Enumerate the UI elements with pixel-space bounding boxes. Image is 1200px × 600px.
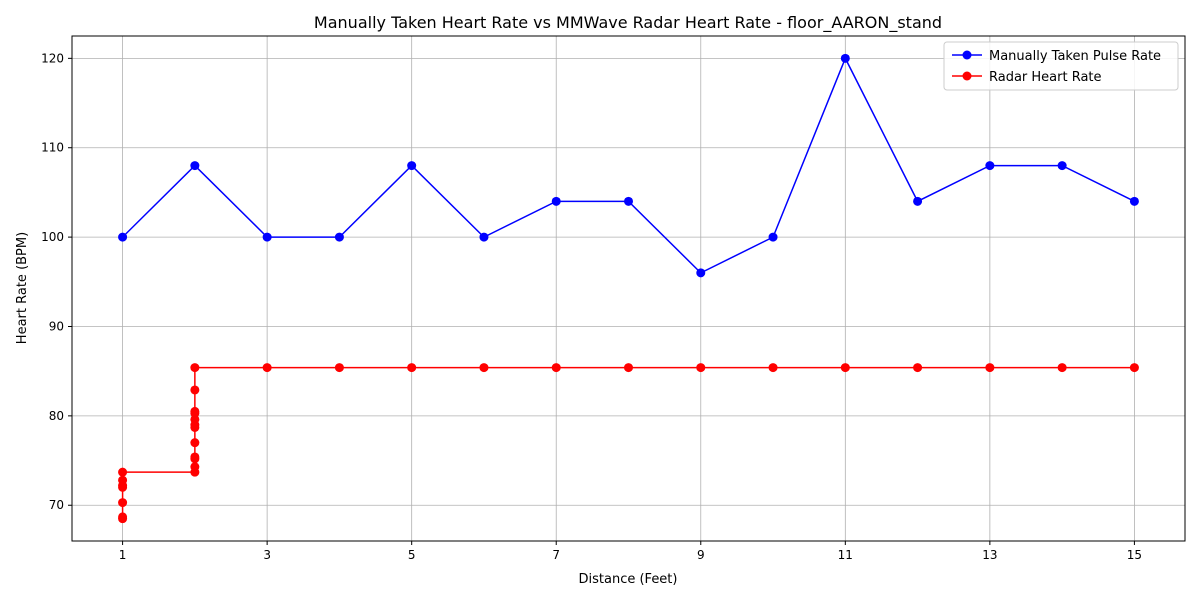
data-point bbox=[624, 196, 633, 206]
data-point bbox=[479, 232, 489, 242]
data-point bbox=[551, 196, 561, 206]
data-point bbox=[479, 363, 489, 373]
data-point bbox=[985, 161, 995, 171]
data-point bbox=[118, 467, 128, 477]
data-point bbox=[334, 363, 344, 373]
x-tick-label: 15 bbox=[1127, 548, 1142, 562]
x-axis-label: Distance (Feet) bbox=[579, 572, 678, 587]
y-tick-label: 120 bbox=[41, 51, 64, 65]
x-tick-label: 13 bbox=[982, 548, 997, 562]
data-point bbox=[840, 53, 850, 63]
data-point bbox=[913, 363, 923, 373]
data-point bbox=[190, 363, 200, 373]
series-line-0 bbox=[122, 56, 1135, 274]
chart-title: Manually Taken Heart Rate vs MMWave Rada… bbox=[314, 13, 942, 33]
data-point bbox=[624, 363, 633, 373]
data-point bbox=[334, 232, 344, 242]
data-point bbox=[190, 462, 200, 472]
data-point bbox=[407, 161, 417, 171]
data-point bbox=[190, 414, 200, 424]
y-tick-label: 70 bbox=[49, 498, 64, 512]
x-tick-label: 7 bbox=[552, 548, 560, 562]
data-point bbox=[190, 452, 200, 462]
data-point bbox=[551, 363, 561, 373]
legend-label-radar: Radar Heart Rate bbox=[989, 70, 1102, 85]
y-tick-label: 100 bbox=[41, 230, 64, 244]
data-point bbox=[696, 363, 706, 373]
grid bbox=[72, 36, 1185, 541]
data-point bbox=[1057, 161, 1067, 171]
data-point bbox=[118, 475, 128, 485]
data-point bbox=[1129, 196, 1139, 206]
x-tick-label: 9 bbox=[697, 548, 705, 562]
x-tick-label: 11 bbox=[838, 548, 853, 562]
data-point bbox=[190, 161, 200, 171]
y-tick-label: 110 bbox=[41, 141, 64, 155]
x-tick-label: 5 bbox=[408, 548, 416, 562]
series-layer bbox=[118, 53, 1139, 524]
y-tick-label: 90 bbox=[49, 319, 64, 333]
x-tick-label: 1 bbox=[119, 548, 127, 562]
legend-label-manual: Manually Taken Pulse Rate bbox=[989, 49, 1161, 64]
data-point bbox=[696, 268, 706, 278]
data-point bbox=[985, 363, 995, 373]
data-point bbox=[190, 438, 200, 448]
data-point bbox=[118, 232, 128, 242]
data-point bbox=[118, 498, 128, 508]
data-point bbox=[913, 196, 923, 206]
data-point bbox=[1057, 363, 1067, 373]
series-line-1 bbox=[121, 366, 1135, 519]
data-point bbox=[190, 406, 200, 416]
y-axis-label: Heart Rate (BPM) bbox=[15, 232, 30, 344]
data-point bbox=[262, 363, 272, 373]
data-point bbox=[1129, 363, 1139, 373]
plot-frame bbox=[71, 35, 1186, 542]
legend-marker-radar bbox=[962, 71, 972, 81]
data-point bbox=[262, 232, 272, 242]
data-point bbox=[190, 385, 200, 395]
legend-box bbox=[943, 41, 1179, 91]
data-point bbox=[407, 363, 417, 373]
y-tick-label: 80 bbox=[49, 409, 64, 423]
data-point bbox=[840, 363, 850, 373]
data-point bbox=[768, 232, 778, 242]
legend: Manually Taken Pulse Rate Radar Heart Ra… bbox=[943, 41, 1179, 91]
legend-marker-manual bbox=[962, 50, 972, 60]
data-point bbox=[118, 512, 128, 522]
data-point bbox=[768, 363, 778, 373]
x-tick-label: 3 bbox=[263, 548, 271, 562]
